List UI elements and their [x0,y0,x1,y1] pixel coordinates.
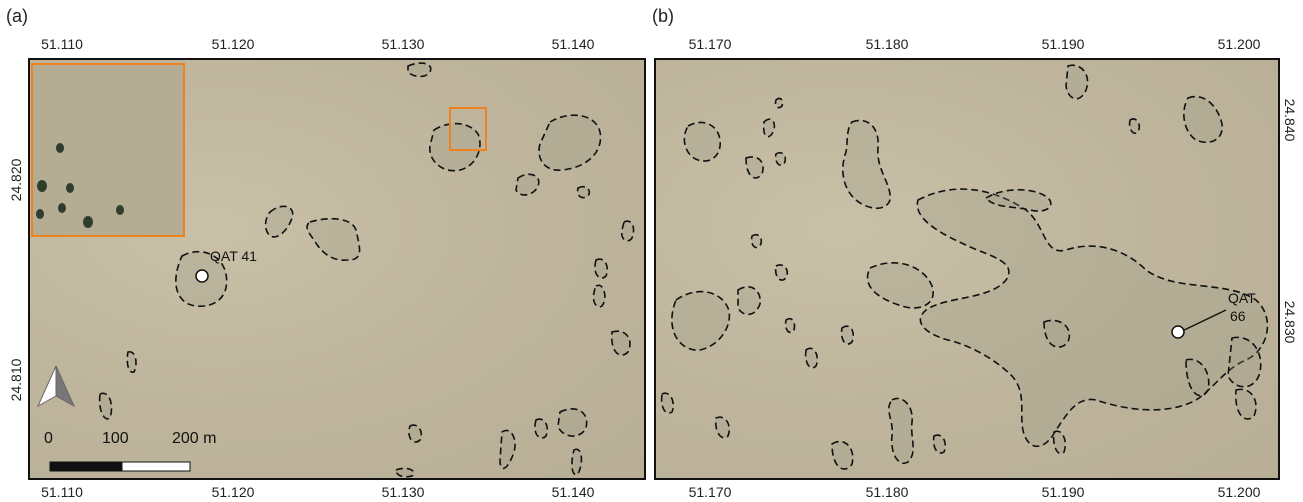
vegetation-patch [576,185,591,199]
inset-image [31,63,185,237]
vegetation-patch [842,119,891,210]
vegetation-patch [534,418,549,439]
scale-label-0: 0 [44,430,53,447]
vegetation-patch [737,286,761,316]
vegetation-patch [840,325,855,345]
panel-b-bottom-tick: 51.200 [1217,484,1261,500]
panel-b-top-tick: 51.200 [1217,36,1261,52]
panel-b-bottom-tick: 51.180 [865,484,909,500]
panel-b-top-tick: 51.190 [1041,36,1085,52]
vegetation-patch [984,188,1052,212]
site-marker-qat66 [1171,325,1185,339]
vegetation-patch [750,233,763,249]
vegetation-patch [538,114,602,171]
panel-b-right-tick: 24.830 [1282,300,1298,344]
panel-b-top-tick: 51.170 [688,36,732,52]
site-leader-line [1179,309,1227,333]
panel-b-bottom-tick: 51.170 [688,484,732,500]
vegetation-patch [515,173,540,196]
vegetation-patch [774,264,789,281]
panel-a-top-tick: 51.130 [381,36,425,52]
panel-a-left-tick: 24.810 [8,358,24,402]
vegetation-patch [831,440,854,470]
north-arrow-icon [36,365,76,408]
site-label-qat66-line2: 66 [1230,308,1246,324]
vegetation-patch [888,397,914,465]
vegetation-patch [683,121,721,162]
vegetation-patch [1235,388,1257,420]
inset-shrubs [36,143,124,228]
panel-a-top-tick: 51.140 [551,36,595,52]
vegetation-patch [1227,336,1262,388]
site-label-qat41: QAT 41 [210,248,257,264]
panel-a-bottom-tick: 51.110 [41,484,83,500]
vegetation-patch [620,220,635,242]
vegetation-patch [866,262,934,309]
vegetation-patch [395,467,415,478]
vegetation-patch [557,408,588,437]
vegetation-patch [714,416,731,439]
panel-a-left-tick: 24.820 [8,158,24,202]
map-panel-b[interactable]: QAT 66 [654,58,1280,480]
vegetation-patch [1065,64,1089,100]
vegetation-patch [126,351,137,373]
vegetation-patch [592,284,606,308]
scale-label-200m: 200 m [172,430,217,447]
scale-label-100: 100 [102,430,129,447]
vegetation-patch [571,448,583,476]
vegetation-patch [429,122,481,172]
map-b-overlay [660,64,1269,470]
vegetation-patch [671,290,731,351]
panel-b-bottom-tick: 51.190 [1041,484,1085,500]
vegetation-patch [916,188,1269,448]
vegetation-patch [762,118,776,138]
vegetation-patch [264,205,294,238]
vegetation-patch [407,62,432,78]
site-label-qat66-line1: QAT [1228,290,1256,306]
vegetation-patch [774,97,784,109]
panel-a-top-tick: 51.120 [211,36,255,52]
vegetation-patch [1185,358,1210,397]
panel-a-label: (a) [6,6,28,26]
site-marker-qat41 [195,269,209,283]
zoom-box [449,107,487,151]
vegetation-patch [306,217,361,261]
vegetation-patch [784,317,796,334]
vegetation-patch [804,347,819,369]
panel-a-bottom-tick: 51.130 [381,484,425,500]
vegetation-patch [1183,95,1223,144]
map-a-overlay [31,62,635,478]
vegetation-patch [610,330,631,356]
vegetation-patch [1128,118,1141,135]
vegetation-patch [660,392,675,414]
vegetation-patch [932,434,947,454]
panel-a-bottom-tick: 51.120 [211,484,255,500]
panel-b-top-tick: 51.180 [865,36,909,52]
vegetation-patch [774,151,787,167]
panel-b-label: (b) [652,6,674,26]
vegetation-patch [594,258,609,279]
vegetation-patch [499,429,516,470]
panel-a-top-tick: 51.110 [41,36,83,52]
map-panel-a[interactable]: QAT 41 0 100 200 m [28,58,646,480]
vegetation-patch [1052,430,1067,455]
vegetation-patch [745,156,764,179]
scale-bar [49,461,191,472]
vegetation-patch [98,392,113,420]
panel-b-right-tick: 24.840 [1282,98,1298,142]
vegetation-patch [408,424,423,443]
panel-a-bottom-tick: 51.140 [551,484,595,500]
vegetation-patch [1043,319,1071,348]
